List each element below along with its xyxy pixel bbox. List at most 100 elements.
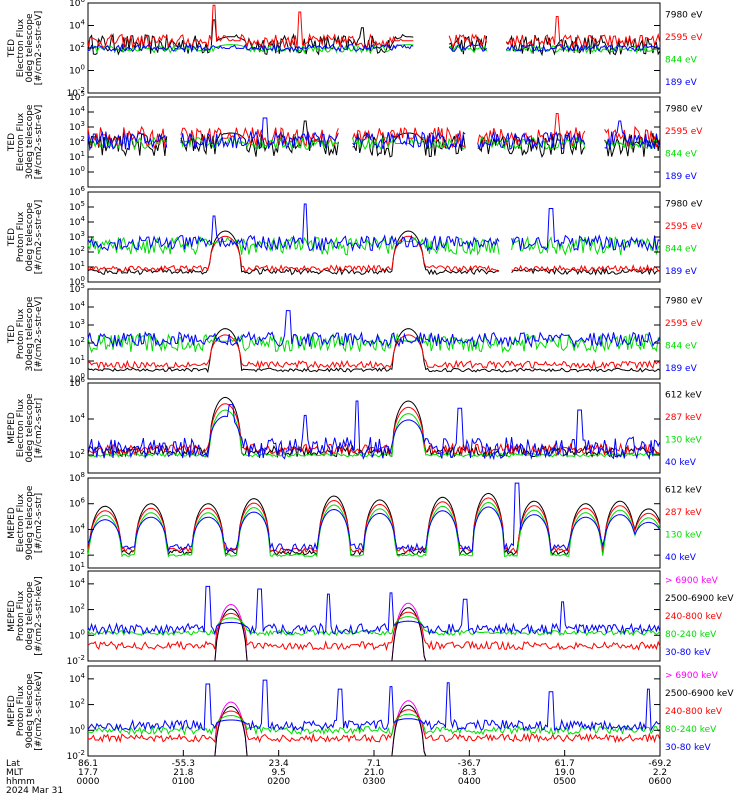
- legend-entry: 844 eV: [665, 149, 698, 159]
- y-tick-label: 104: [69, 105, 85, 118]
- y-axis-label: 0deg telescope: [25, 202, 35, 272]
- x-tick-label: -36.7: [458, 759, 481, 769]
- legend-entry: 189 eV: [665, 364, 698, 374]
- y-axis-label: MEPED: [7, 600, 17, 632]
- y-tick-label: 100: [69, 165, 85, 178]
- legend-entry: 2500-6900 keV: [665, 594, 734, 604]
- legend-entry: 7980 eV: [665, 199, 703, 209]
- y-tick-label: 102: [69, 603, 85, 616]
- y-axis-label: 30deg telescope: [25, 104, 35, 179]
- x-tick-label: 0400: [458, 777, 481, 787]
- y-tick-label: 101: [69, 354, 85, 367]
- y-axis-label: Electron Flux: [16, 398, 26, 457]
- y-tick-label: 104: [69, 19, 85, 32]
- y-axis-label: [#/cm2-s-str-keV]: [34, 576, 44, 655]
- x-tick-label: 9.5: [272, 768, 286, 778]
- legend-entry: 80-240 keV: [665, 725, 717, 735]
- y-tick-label: 106: [69, 185, 85, 198]
- y-axis-label: TED: [7, 325, 17, 344]
- legend-entry: 40 keV: [665, 553, 697, 563]
- y-axis-label: 0deg telescope: [25, 393, 35, 463]
- y-tick-label: 101: [69, 561, 85, 574]
- panel-frame: [87, 665, 661, 757]
- series-trace-240-800-kev: [87, 709, 661, 744]
- y-tick-label: 102: [69, 548, 85, 561]
- y-tick-label: 102: [69, 245, 85, 258]
- x-tick-label: 17.7: [78, 768, 98, 778]
- y-axis-label: Proton Flux: [16, 308, 26, 359]
- y-tick-label: 102: [69, 448, 85, 461]
- series-trace-2595-ev: [87, 4, 661, 50]
- series-trace-189-ev: [87, 203, 661, 252]
- legend-entry: 287 keV: [665, 508, 702, 518]
- y-axis-label: Proton Flux: [16, 685, 26, 736]
- series-trace-612-kev: [87, 492, 661, 557]
- legend-entry: > 6900 keV: [665, 671, 719, 681]
- series-trace-189-ev: [87, 117, 661, 152]
- legend-entry: 240-800 keV: [665, 707, 723, 717]
- y-axis-label: Proton Flux: [16, 211, 26, 262]
- legend-entry: 40 keV: [665, 458, 697, 468]
- y-tick-label: 104: [69, 412, 85, 425]
- legend-entry: 7980 eV: [665, 296, 703, 306]
- y-tick-label: 101: [69, 260, 85, 273]
- series-trace-2595-ev: [87, 334, 661, 371]
- legend-entry: 189 eV: [665, 267, 698, 277]
- series-trace-287-kev: [87, 403, 661, 457]
- y-tick-label: 102: [69, 336, 85, 349]
- y-tick-label: 108: [69, 471, 85, 484]
- x-tick-label: 0300: [363, 777, 386, 787]
- series-trace-30-80-kev: [87, 679, 661, 732]
- y-axis-label: 0deg telescope: [25, 581, 35, 651]
- x-tick-label: 86.1: [78, 759, 98, 769]
- x-row-label: Lat: [6, 759, 21, 769]
- y-axis-label: [#/cm2-s-str-eV]: [34, 11, 44, 86]
- x-row-label: MLT: [6, 768, 24, 778]
- x-tick-label: 7.1: [367, 759, 381, 769]
- y-axis-label: MEPED: [7, 695, 17, 727]
- y-tick-label: 101: [69, 150, 85, 163]
- legend-entry: 130 keV: [665, 530, 702, 540]
- panel-frame: [87, 382, 661, 474]
- series-trace-130-kev: [87, 501, 661, 558]
- y-axis-label: TED: [7, 228, 17, 247]
- y-tick-label: 105: [69, 200, 85, 213]
- y-axis-label: Electron Flux: [16, 18, 26, 77]
- legend-entry: 80-240 keV: [665, 630, 717, 640]
- legend-entry: 7980 eV: [665, 104, 703, 114]
- x-tick-label: 0600: [649, 777, 672, 787]
- legend-entry: 30-80 keV: [665, 648, 711, 658]
- y-axis-label: [#/cm2-s-str]: [34, 493, 44, 553]
- y-tick-label: 102: [69, 135, 85, 148]
- x-tick-label: 19.0: [555, 768, 575, 778]
- y-axis-label: [#/cm2-s-str-keV]: [34, 671, 44, 750]
- legend-entry: 844 eV: [665, 341, 698, 351]
- series-trace-844-ev: [87, 135, 661, 151]
- x-tick-label: -55.3: [172, 759, 195, 769]
- y-axis-label: 90deg telescope: [25, 485, 35, 560]
- x-tick-label: 21.0: [364, 768, 384, 778]
- y-axis-label: [#/cm2-s-str-eV]: [34, 297, 44, 372]
- legend-entry: 612 keV: [665, 485, 702, 495]
- y-tick-label: 106: [69, 0, 85, 9]
- y-tick-label: 103: [69, 230, 85, 243]
- y-tick-label: 104: [69, 522, 85, 535]
- legend-entry: 130 keV: [665, 435, 702, 445]
- series-trace-189-ev: [87, 310, 661, 349]
- x-tick-label: 0200: [267, 777, 290, 787]
- series-trace-240-800-kev: [87, 611, 661, 652]
- legend-entry: 844 eV: [665, 55, 698, 65]
- y-axis-label: [#/cm2-s-str-eV]: [34, 200, 44, 275]
- y-axis-label: [#/cm2-s-str-eV]: [34, 105, 44, 180]
- series-trace-2500-6900-kev: [88, 607, 660, 662]
- legend-entry: 2595 eV: [665, 33, 703, 43]
- legend-entry: 2595 eV: [665, 127, 703, 137]
- legend-entry: > 6900 keV: [665, 576, 719, 586]
- y-axis-label: 90deg telescope: [25, 673, 35, 748]
- y-axis-label: Electron Flux: [16, 493, 26, 552]
- legend-entry: 189 eV: [665, 172, 698, 182]
